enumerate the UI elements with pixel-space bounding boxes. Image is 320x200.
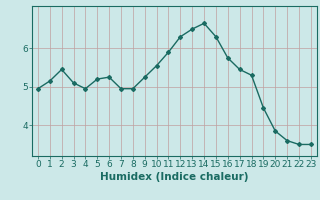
X-axis label: Humidex (Indice chaleur): Humidex (Indice chaleur) <box>100 172 249 182</box>
